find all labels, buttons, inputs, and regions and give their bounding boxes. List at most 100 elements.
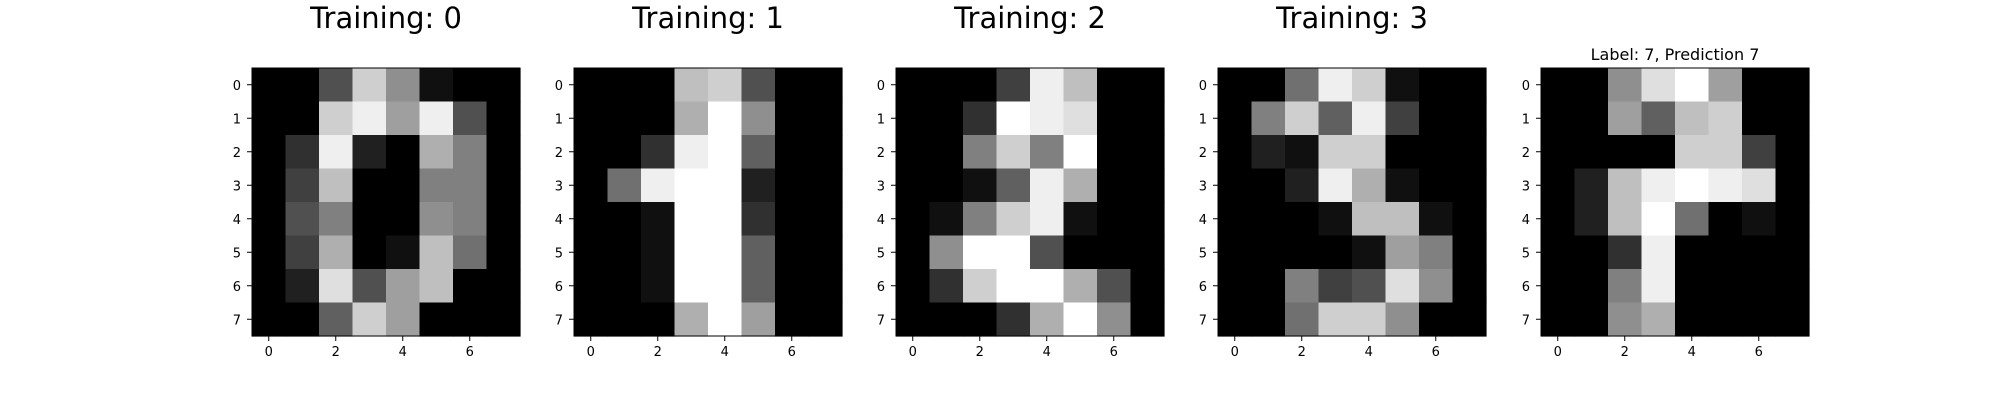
pixel-cell [808, 101, 843, 136]
pixel-cell [1775, 68, 1810, 103]
pixel-cell [1742, 168, 1777, 203]
pixel-cell [1030, 68, 1065, 103]
pixel-cell [674, 235, 709, 270]
digit-image [1218, 68, 1487, 337]
pixel-cell [775, 68, 810, 103]
axes-frame [251, 67, 521, 337]
pixel-cell [386, 302, 421, 337]
pixel-cell [285, 302, 320, 337]
pixel-cell [741, 101, 776, 136]
y-tick-label: 4 [233, 213, 241, 228]
pixel-cell [1708, 302, 1743, 337]
pixel-cell [352, 302, 387, 337]
pixel-cell [674, 202, 709, 237]
pixel-cell [386, 68, 421, 103]
pixel-cell [1419, 168, 1454, 203]
pixel-cell [641, 269, 676, 304]
pixel-cell [352, 101, 387, 136]
pixel-cell [1742, 269, 1777, 304]
pixel-cell [741, 302, 776, 337]
pixel-cell [1775, 269, 1810, 304]
pixel-cell [574, 202, 609, 237]
y-tick-label: 3 [877, 179, 885, 194]
pixel-cell [1574, 302, 1609, 337]
pixel-cell [1352, 68, 1387, 103]
pixel-cell [896, 68, 931, 103]
x-tick-label: 2 [1621, 345, 1629, 360]
pixel-cell [1063, 68, 1098, 103]
y-tick-label: 7 [1522, 313, 1530, 328]
y-tick-label: 3 [1522, 179, 1530, 194]
pixel-cell [963, 202, 998, 237]
y-tick-label: 0 [1199, 79, 1207, 94]
y-tick-label: 5 [233, 246, 241, 261]
pixel-cell [708, 302, 743, 337]
pixel-cell [963, 168, 998, 203]
x-tick-label: 2 [1298, 345, 1306, 360]
pixel-cell [453, 302, 488, 337]
x-tick-label: 0 [909, 345, 917, 360]
pixel-cell [1419, 101, 1454, 136]
digit-image [252, 68, 521, 337]
pixel-cell [963, 101, 998, 136]
pixel-cell [386, 202, 421, 237]
pixel-cell [252, 135, 287, 170]
pixel-cell [419, 135, 454, 170]
digit-panel: Training: 1 0 1 2 3 4 5 6 7 0 2 4 6 [555, 1, 843, 360]
pixel-cell [674, 101, 709, 136]
pixel-cell [1452, 202, 1487, 237]
y-tick-label: 2 [1522, 146, 1530, 161]
pixel-cell [1452, 68, 1487, 103]
pixel-cell [708, 235, 743, 270]
y-tick-label: 1 [877, 112, 885, 127]
pixel-cell [641, 235, 676, 270]
pixel-cell [607, 68, 642, 103]
y-tick-label: 7 [233, 313, 241, 328]
pixel-cell [1608, 302, 1643, 337]
pixel-cell [641, 68, 676, 103]
pixel-cell [1352, 302, 1387, 337]
pixel-cell [963, 269, 998, 304]
pixel-cell [741, 68, 776, 103]
pixel-cell [252, 168, 287, 203]
y-tick-label: 7 [1199, 313, 1207, 328]
x-tick-label: 4 [399, 345, 407, 360]
pixel-cell [1608, 168, 1643, 203]
pixel-cell [1775, 302, 1810, 337]
x-tick-label: 2 [654, 345, 662, 360]
pixel-cell [896, 202, 931, 237]
pixel-cell [1574, 168, 1609, 203]
pixel-cell [741, 135, 776, 170]
x-tick-label: 6 [1110, 345, 1118, 360]
pixel-cell [1574, 101, 1609, 136]
pixel-cell [896, 168, 931, 203]
x-tick-label: 4 [721, 345, 729, 360]
pixel-cell [1063, 168, 1098, 203]
pixel-cell [453, 235, 488, 270]
pixel-cell [285, 101, 320, 136]
pixel-cell [1419, 269, 1454, 304]
pixel-cell [1608, 269, 1643, 304]
pixel-cell [1318, 168, 1353, 203]
pixel-cell [929, 168, 964, 203]
digit-panel: Label: 7, Prediction 7 0 1 2 3 4 5 6 7 0 2 4 6 [1522, 45, 1810, 360]
pixel-cell [1708, 235, 1743, 270]
pixel-cell [1385, 168, 1420, 203]
pixel-cell [1385, 135, 1420, 170]
pixel-cell [1452, 235, 1487, 270]
y-tick-label: 6 [1199, 280, 1207, 295]
pixel-cell [574, 168, 609, 203]
pixel-cell [486, 168, 521, 203]
pixel-cell [252, 269, 287, 304]
digit-panel: Training: 3 0 1 2 3 4 5 6 7 0 2 4 6 [1199, 1, 1487, 360]
pixel-cell [319, 235, 354, 270]
pixel-cell [1063, 235, 1098, 270]
pixel-cell [1130, 101, 1165, 136]
panel-title: Training: 1 [631, 1, 784, 35]
pixel-cell [1541, 68, 1576, 103]
pixel-cell [896, 269, 931, 304]
pixel-cell [285, 202, 320, 237]
pixel-cell [1641, 168, 1676, 203]
pixel-cell [1452, 135, 1487, 170]
pixel-cell [319, 202, 354, 237]
